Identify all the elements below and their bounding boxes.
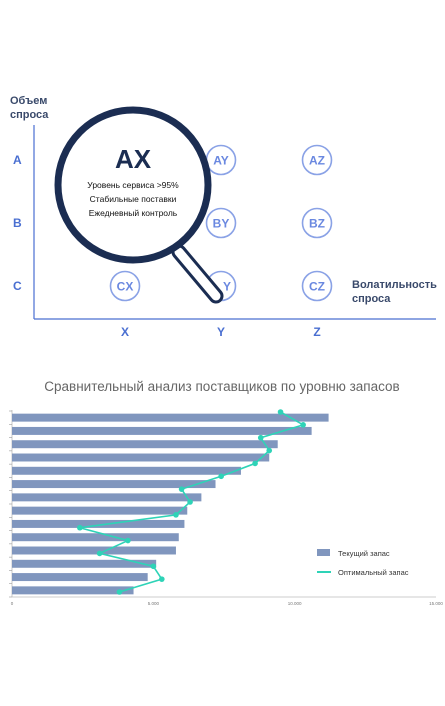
- optimal-point-5: [252, 460, 258, 467]
- optimal-point-2: [300, 422, 306, 428]
- y-ticks: [9, 410, 12, 598]
- bar-10: [12, 533, 179, 542]
- legend-label-optimal: Оптимальный запас: [338, 568, 409, 577]
- optimal-point-13: [150, 563, 157, 570]
- x-tick-label-1: 5.000: [148, 601, 160, 606]
- svg-text:AZ: AZ: [309, 154, 325, 168]
- cell-cx: CX: [109, 270, 141, 302]
- magnifier-title: AX: [115, 144, 152, 174]
- bar-6: [12, 480, 216, 489]
- svg-text:CZ: CZ: [309, 280, 325, 294]
- cell-bz: BZ: [301, 207, 333, 239]
- magnifier-line1: Уровень сервиса >95%: [87, 180, 179, 190]
- bar-5: [12, 466, 241, 475]
- col-label-y: Y: [217, 325, 225, 339]
- optimal-point-9: [173, 512, 179, 518]
- abc-xyz-matrix: Объем спроса A B C X Y Z Волатильность с…: [10, 95, 437, 339]
- x-ticks: 0 5.000 10.000 15.000: [11, 601, 444, 606]
- bar-14: [12, 586, 134, 595]
- optimal-point-1: [277, 409, 284, 415]
- cell-az: AZ: [301, 144, 333, 176]
- x-axis-title-line2: спроса: [352, 293, 391, 305]
- row-label-c: C: [13, 279, 22, 293]
- bar-13: [12, 573, 148, 582]
- col-label-z: Z: [313, 325, 320, 339]
- line-series: [77, 409, 306, 595]
- magnifier-icon: AX Уровень сервиса >95% Стабильные поста…: [54, 106, 224, 304]
- magnifier-line2: Стабильные поставки: [90, 194, 177, 204]
- y-axis-title-line1: Объем: [10, 95, 47, 107]
- optimal-point-6: [218, 473, 224, 480]
- chart-title: Сравнительный анализ поставщиков по уров…: [44, 379, 399, 394]
- x-tick-label-3: 15.000: [429, 601, 443, 606]
- optimal-point-14: [159, 576, 165, 582]
- x-tick-label-0: 0: [11, 601, 14, 606]
- cell-ay: AY: [205, 144, 237, 176]
- svg-text:Y: Y: [223, 280, 231, 294]
- svg-text:AY: AY: [213, 154, 229, 168]
- cell-by: BY: [205, 207, 237, 239]
- svg-text:CX: CX: [117, 280, 134, 294]
- bar-4: [12, 453, 270, 462]
- svg-text:BY: BY: [213, 217, 230, 231]
- optimal-point-15: [116, 589, 123, 595]
- x-tick-label-2: 10.000: [288, 601, 302, 606]
- row-label-a: A: [13, 153, 22, 167]
- magnifier-line3: Ежедневный контроль: [89, 208, 178, 218]
- optimal-point-10: [77, 524, 83, 531]
- svg-text:BZ: BZ: [309, 217, 325, 231]
- row-label-b: B: [13, 216, 22, 230]
- bar-9: [12, 519, 185, 528]
- optimal-point-7: [178, 486, 185, 492]
- bar-7: [12, 493, 202, 502]
- bar-1: [12, 413, 329, 422]
- bar-series: [12, 413, 329, 595]
- bar-2: [12, 426, 312, 435]
- optimal-point-4: [266, 447, 273, 454]
- bar-3: [12, 440, 278, 449]
- legend: Текущий запас Оптимальный запас: [317, 549, 409, 577]
- supplier-stock-chart: Сравнительный анализ поставщиков по уров…: [9, 379, 444, 606]
- bar-8: [12, 506, 188, 515]
- optimal-point-3: [257, 434, 264, 441]
- legend-label-current: Текущий запас: [338, 549, 390, 558]
- optimal-point-11: [125, 537, 131, 544]
- x-axis-title-line1: Волатильность: [352, 279, 437, 291]
- cell-cz: CZ: [301, 270, 333, 302]
- col-label-x: X: [121, 325, 129, 339]
- y-axis-title-line2: спроса: [10, 109, 49, 121]
- legend-swatch-current: [317, 549, 330, 556]
- bar-12: [12, 559, 157, 568]
- optimal-point-12: [96, 550, 103, 557]
- bar-11: [12, 546, 176, 555]
- optimal-point-8: [187, 499, 193, 505]
